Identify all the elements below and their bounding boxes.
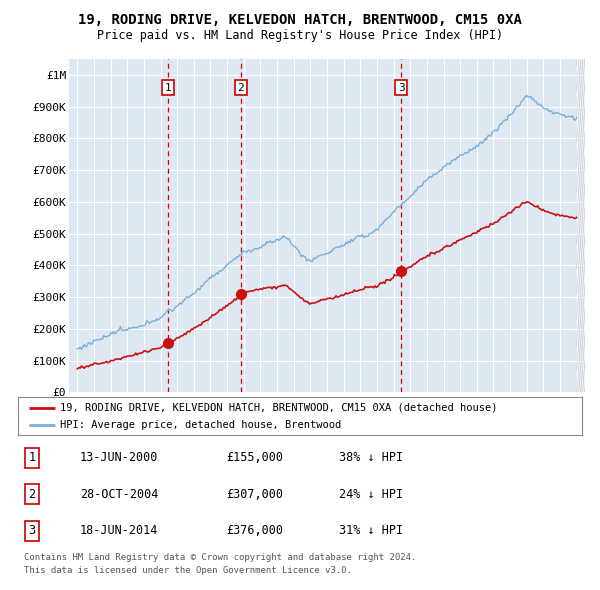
Text: 13-JUN-2000: 13-JUN-2000 [80, 451, 158, 464]
Text: 19, RODING DRIVE, KELVEDON HATCH, BRENTWOOD, CM15 0XA: 19, RODING DRIVE, KELVEDON HATCH, BRENTW… [78, 13, 522, 27]
Text: 1: 1 [165, 83, 172, 93]
Text: 2: 2 [238, 83, 244, 93]
Text: £376,000: £376,000 [227, 525, 284, 537]
Text: Contains HM Land Registry data © Crown copyright and database right 2024.: Contains HM Land Registry data © Crown c… [24, 553, 416, 562]
Text: 28-OCT-2004: 28-OCT-2004 [80, 488, 158, 501]
Text: 31% ↓ HPI: 31% ↓ HPI [340, 525, 404, 537]
Text: HPI: Average price, detached house, Brentwood: HPI: Average price, detached house, Bren… [60, 421, 341, 431]
Text: £155,000: £155,000 [227, 451, 284, 464]
Text: 3: 3 [29, 525, 35, 537]
Text: 1: 1 [29, 451, 35, 464]
Text: £307,000: £307,000 [227, 488, 284, 501]
Text: 2: 2 [29, 488, 35, 501]
Text: 38% ↓ HPI: 38% ↓ HPI [340, 451, 404, 464]
Text: This data is licensed under the Open Government Licence v3.0.: This data is licensed under the Open Gov… [24, 566, 352, 575]
Text: Price paid vs. HM Land Registry's House Price Index (HPI): Price paid vs. HM Land Registry's House … [97, 30, 503, 42]
Text: 3: 3 [398, 83, 404, 93]
Text: 24% ↓ HPI: 24% ↓ HPI [340, 488, 404, 501]
Text: 19, RODING DRIVE, KELVEDON HATCH, BRENTWOOD, CM15 0XA (detached house): 19, RODING DRIVE, KELVEDON HATCH, BRENTW… [60, 403, 498, 413]
Text: 18-JUN-2014: 18-JUN-2014 [80, 525, 158, 537]
